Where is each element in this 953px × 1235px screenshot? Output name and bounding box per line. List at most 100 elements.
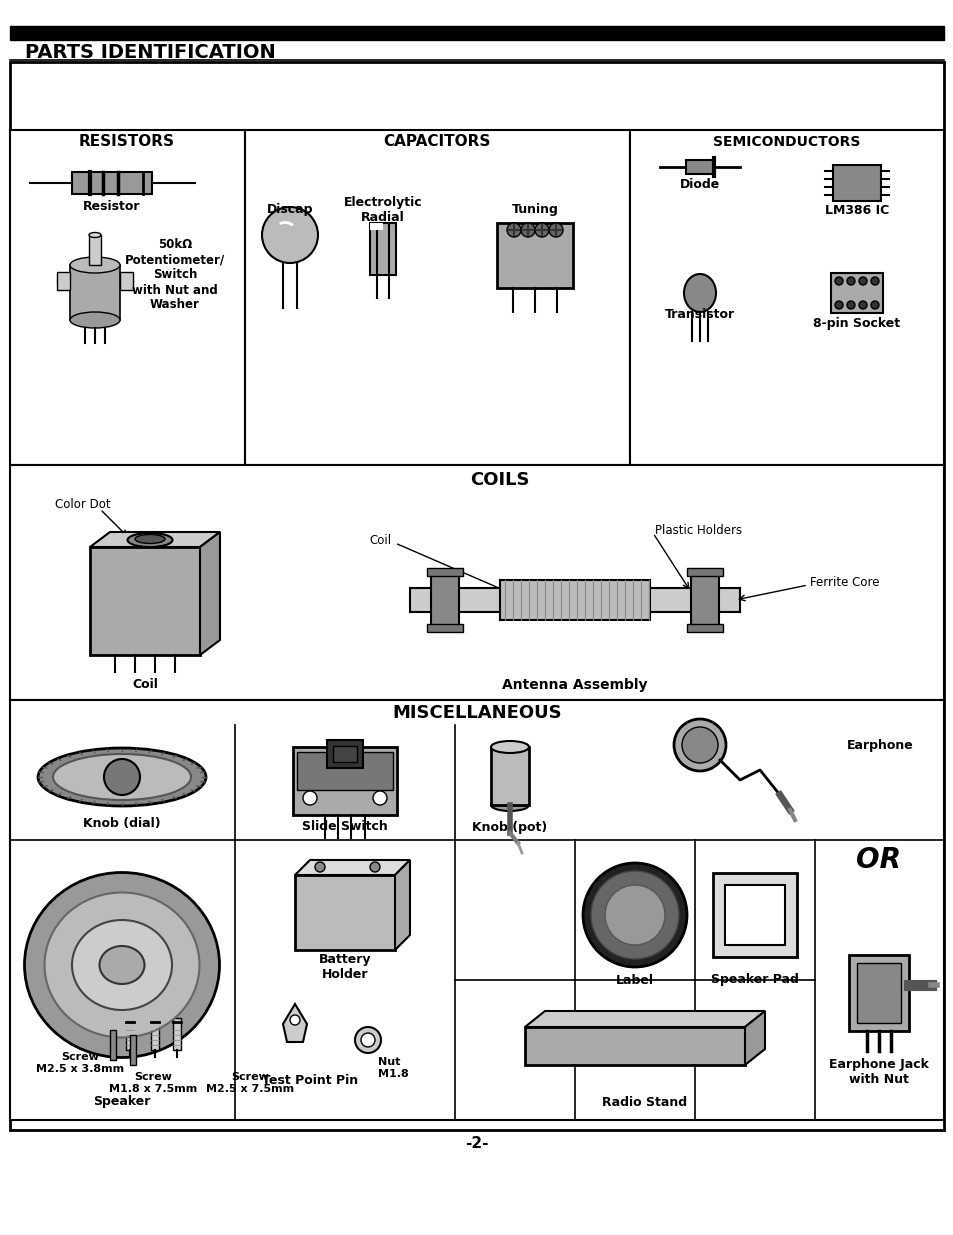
Text: Screw
M1.8 x 7.5mm: Screw M1.8 x 7.5mm: [109, 1072, 197, 1094]
Ellipse shape: [70, 257, 120, 273]
Text: &: &: [627, 904, 641, 923]
Bar: [370, 224, 382, 230]
Text: Color Dot: Color Dot: [55, 499, 111, 511]
Bar: [90, 547, 200, 655]
Text: RESISTORS: RESISTORS: [79, 135, 174, 149]
Text: MISCELLANEOUS: MISCELLANEOUS: [392, 704, 561, 722]
Bar: [294, 876, 395, 950]
Text: COILS: COILS: [470, 471, 529, 489]
Text: Slide Switch: Slide Switch: [302, 820, 388, 834]
Circle shape: [858, 277, 866, 285]
Ellipse shape: [491, 741, 529, 753]
Bar: [296, 752, 393, 790]
Ellipse shape: [135, 535, 165, 543]
Bar: [712, 873, 796, 957]
Ellipse shape: [491, 799, 529, 811]
Circle shape: [548, 224, 562, 237]
Circle shape: [604, 885, 664, 945]
Circle shape: [355, 1028, 380, 1053]
Bar: [89, 235, 101, 266]
Text: Antenna Assembly: Antenna Assembly: [501, 678, 647, 692]
Bar: [832, 165, 880, 201]
Bar: [110, 1030, 116, 1060]
Ellipse shape: [683, 274, 716, 312]
Text: SEMICONDUCTORS: SEMICONDUCTORS: [713, 135, 860, 149]
Bar: [126, 1018, 133, 1050]
Bar: [293, 747, 396, 815]
Text: Test Point Pin: Test Point Pin: [262, 1073, 357, 1087]
Text: Ferrite Core: Ferrite Core: [809, 577, 879, 589]
Ellipse shape: [70, 312, 120, 329]
Bar: [499, 580, 649, 620]
Bar: [427, 568, 462, 576]
Circle shape: [370, 862, 379, 872]
Circle shape: [535, 224, 548, 237]
Text: Knob (dial): Knob (dial): [83, 816, 161, 830]
Bar: [427, 624, 462, 632]
Circle shape: [104, 760, 140, 795]
Bar: [71, 172, 152, 194]
Bar: [686, 568, 722, 576]
Bar: [57, 272, 70, 290]
Polygon shape: [200, 532, 220, 655]
Ellipse shape: [38, 748, 206, 806]
Polygon shape: [395, 860, 410, 950]
Bar: [686, 624, 722, 632]
Bar: [130, 1035, 136, 1065]
Ellipse shape: [45, 893, 199, 1037]
Circle shape: [262, 207, 317, 263]
Polygon shape: [283, 1004, 307, 1042]
Text: Resistor: Resistor: [83, 200, 141, 214]
Text: Label: Label: [616, 973, 654, 987]
Bar: [333, 746, 356, 762]
Text: Tuning: Tuning: [511, 204, 558, 216]
Circle shape: [373, 790, 387, 805]
Bar: [685, 161, 713, 174]
Text: Nut
M1.8: Nut M1.8: [377, 1057, 408, 1079]
Polygon shape: [524, 1011, 764, 1028]
Circle shape: [582, 863, 686, 967]
Circle shape: [858, 301, 866, 309]
Bar: [151, 1018, 159, 1050]
Bar: [10, 26, 943, 40]
Circle shape: [290, 1015, 299, 1025]
Circle shape: [834, 277, 842, 285]
Text: Plastic Holders: Plastic Holders: [655, 524, 741, 536]
Bar: [497, 224, 573, 288]
Bar: [327, 740, 363, 768]
Text: Diode: Diode: [679, 179, 720, 191]
Bar: [10, 466, 943, 700]
Circle shape: [870, 301, 878, 309]
Bar: [172, 1018, 181, 1050]
Bar: [10, 130, 245, 466]
Bar: [431, 572, 458, 629]
Text: Earphone Jack
with Nut: Earphone Jack with Nut: [828, 1058, 928, 1086]
Text: CAPACITORS: CAPACITORS: [383, 135, 490, 149]
Text: -2-: -2-: [465, 1135, 488, 1151]
Bar: [245, 130, 629, 466]
Bar: [830, 273, 882, 312]
Bar: [524, 1028, 744, 1065]
Ellipse shape: [71, 920, 172, 1010]
Bar: [848, 955, 908, 1031]
Bar: [10, 700, 943, 1120]
Ellipse shape: [25, 872, 219, 1057]
Polygon shape: [744, 1011, 764, 1065]
Bar: [70, 266, 120, 320]
Text: Transistor: Transistor: [664, 309, 735, 321]
Text: Earphone: Earphone: [845, 739, 912, 752]
Ellipse shape: [53, 755, 191, 800]
Text: 8-pin Socket: 8-pin Socket: [813, 316, 900, 330]
Bar: [856, 963, 900, 1023]
Text: Knob (pot): Knob (pot): [472, 820, 547, 834]
Circle shape: [846, 277, 854, 285]
Bar: [690, 572, 719, 629]
Text: Screw
M2.5 x 3.8mm: Screw M2.5 x 3.8mm: [36, 1052, 124, 1073]
Bar: [410, 588, 740, 613]
Circle shape: [314, 862, 325, 872]
Bar: [629, 130, 943, 466]
Circle shape: [520, 224, 535, 237]
Text: Discap: Discap: [267, 204, 313, 216]
Circle shape: [303, 790, 316, 805]
Circle shape: [590, 871, 679, 960]
